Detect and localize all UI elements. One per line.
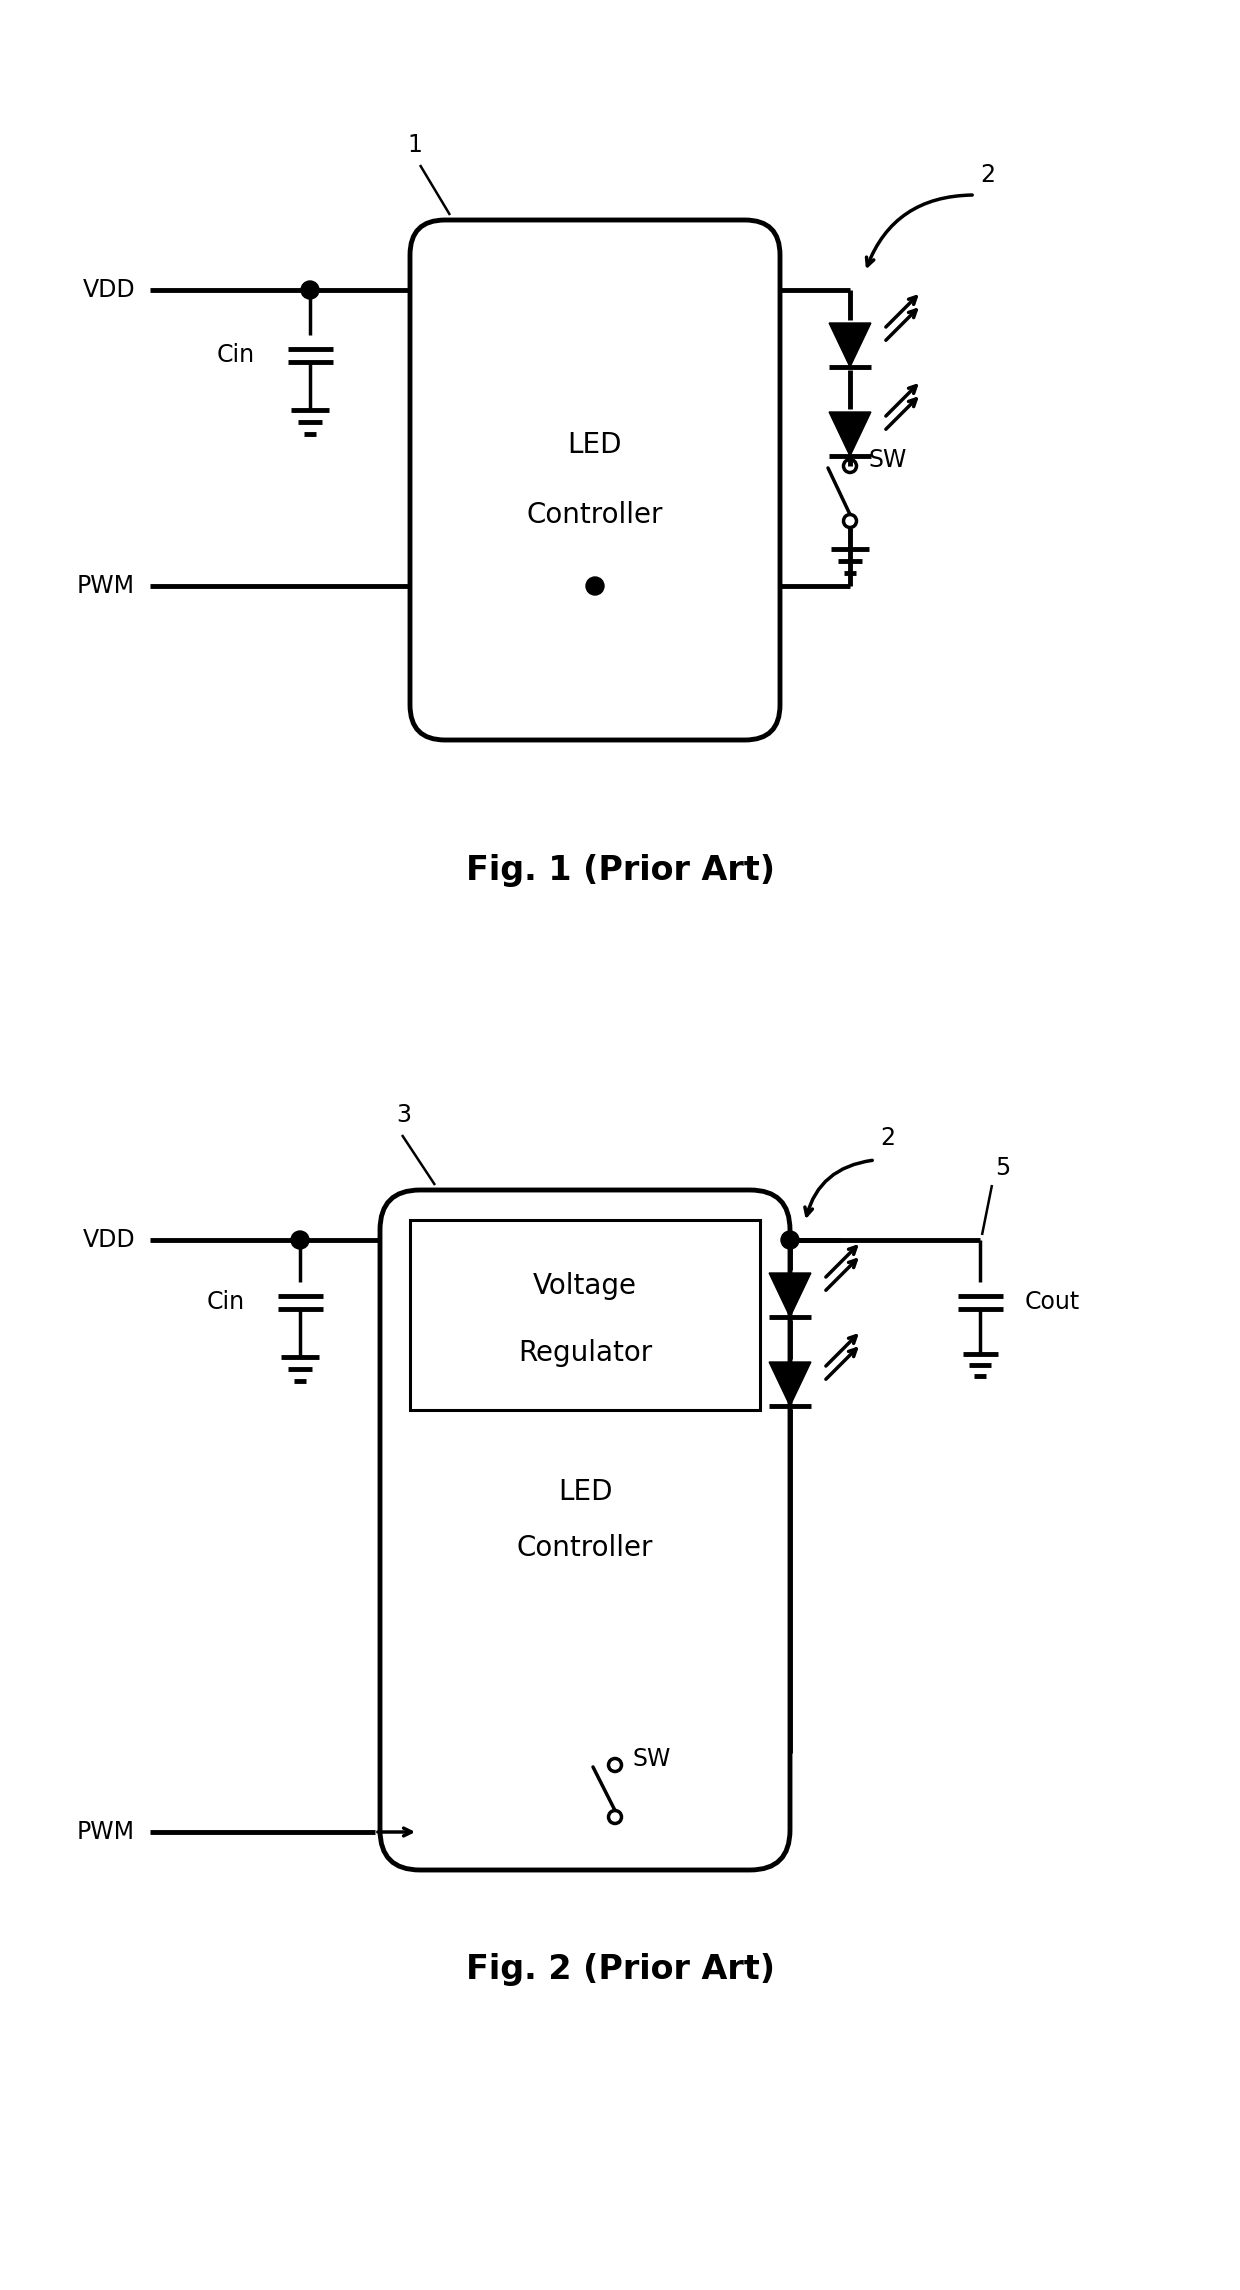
Text: 5: 5 [994,1156,1011,1179]
Text: PWM: PWM [77,575,135,598]
FancyBboxPatch shape [379,1191,790,1871]
Polygon shape [830,412,870,456]
Text: Controller: Controller [517,1534,653,1562]
Text: Controller: Controller [527,502,663,529]
Text: 2: 2 [980,163,994,188]
Text: Cout: Cout [1025,1289,1080,1314]
Circle shape [781,1232,799,1248]
Circle shape [301,282,319,300]
Polygon shape [769,1363,811,1406]
Text: LED: LED [568,431,622,458]
Text: SW: SW [868,449,906,472]
Text: Voltage: Voltage [533,1273,637,1301]
Polygon shape [769,1273,811,1317]
FancyBboxPatch shape [410,220,780,740]
Text: Fig. 1 (Prior Art): Fig. 1 (Prior Art) [465,854,775,886]
Text: LED: LED [558,1477,613,1507]
Circle shape [291,1232,309,1248]
Text: PWM: PWM [77,1821,135,1843]
Text: 2: 2 [880,1127,895,1150]
Text: 1: 1 [408,133,423,158]
Text: Cin: Cin [217,344,255,366]
Text: VDD: VDD [82,1227,135,1253]
Polygon shape [830,323,870,366]
Text: VDD: VDD [82,277,135,302]
Text: SW: SW [632,1747,671,1770]
Text: Regulator: Regulator [518,1340,652,1367]
Circle shape [587,577,604,595]
Bar [410,1221,760,1411]
Text: Fig. 2 (Prior Art): Fig. 2 (Prior Art) [465,1953,775,1985]
Text: Cin: Cin [207,1289,246,1314]
Text: 3: 3 [397,1104,412,1127]
